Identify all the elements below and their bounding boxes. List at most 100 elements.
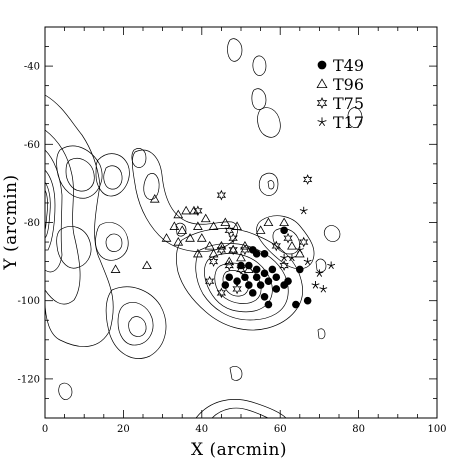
t75-point: [216, 244, 227, 256]
t49-point: [272, 285, 281, 293]
t96-point: [149, 194, 160, 203]
t49-point: [241, 273, 249, 282]
legend-label-t49: T49: [333, 56, 364, 75]
y-tick-label: -40: [24, 62, 40, 73]
t17-point: [303, 257, 312, 266]
t49-point: [296, 265, 304, 274]
t75-point: [228, 244, 238, 256]
t49-point: [280, 281, 288, 289]
t96-point: [204, 240, 215, 250]
t96-point: [200, 213, 211, 223]
t49-point: [225, 273, 234, 282]
t75-point: [216, 189, 227, 201]
y-tick-label: -100: [18, 296, 40, 307]
t49-point: [252, 249, 261, 258]
t17-point: [315, 269, 324, 277]
legend-marker-t49: [317, 60, 327, 70]
t96-point: [216, 240, 227, 250]
t49-point: [268, 265, 277, 274]
t49-point: [256, 281, 265, 289]
t17-point: [288, 253, 296, 262]
t75-point: [299, 236, 309, 248]
t49-point: [233, 277, 241, 285]
x-axis-label: X (arcmin): [191, 440, 287, 460]
t17-point: [327, 261, 336, 270]
t75-point: [224, 224, 234, 236]
t49-point: [264, 300, 273, 309]
t17-point: [311, 281, 320, 289]
t75-point: [228, 232, 238, 244]
t96-point: [189, 205, 199, 215]
axis-ticks: [44, 26, 438, 419]
t75-point: [208, 256, 219, 267]
legend-marker-t96: [316, 78, 328, 89]
t75-point: [224, 260, 234, 271]
t96-point: [169, 221, 180, 230]
x-tick-label: 100: [427, 424, 446, 435]
plot-frame: [44, 26, 438, 419]
t96-point: [192, 221, 203, 230]
t49-point: [292, 300, 300, 309]
t75-point: [271, 240, 281, 252]
t75-point: [232, 283, 242, 295]
t49-point: [264, 277, 273, 285]
legend-label-t75: T75: [333, 94, 364, 113]
x-tick-label: 60: [274, 424, 287, 435]
y-tick-label: -80: [24, 218, 40, 229]
t96-point: [173, 237, 184, 246]
t96-point: [263, 217, 274, 227]
t96-point: [294, 248, 305, 258]
t17-point: [280, 253, 289, 262]
t49-point: [260, 292, 269, 301]
tick-labels: 0 20 40 60 80 100 -40 -60 -80 -100 -120: [18, 62, 447, 435]
t75-point: [236, 264, 246, 275]
x-tick-label: 0: [42, 424, 48, 435]
legend-marker-t75: [316, 96, 328, 110]
y-tick-label: -60: [24, 140, 40, 151]
t96-point: [279, 217, 290, 227]
t75-point: [204, 275, 215, 287]
t49-point: [272, 273, 281, 282]
data-markers: [110, 174, 336, 309]
t96-point: [177, 225, 188, 234]
t96-point: [110, 264, 121, 273]
t75-point: [193, 205, 203, 217]
t75-point: [279, 260, 289, 271]
y-axis-label: Y (arcmin): [1, 174, 21, 270]
t96-point: [181, 205, 192, 215]
t96-point: [208, 221, 219, 230]
t96-point: [232, 221, 242, 230]
t49-point: [252, 273, 261, 282]
t96-point: [196, 233, 207, 242]
t49-point: [280, 226, 288, 235]
t49-point: [221, 281, 230, 289]
t96-point: [185, 233, 195, 242]
t96-point: [243, 264, 254, 273]
t49-point: [245, 281, 253, 289]
legend-label-t96: T96: [333, 75, 364, 94]
t96-point: [173, 209, 184, 219]
t96-point: [142, 260, 152, 270]
t17-point: [299, 206, 308, 215]
t49-point: [260, 249, 269, 258]
y-tick-label: -120: [18, 374, 40, 385]
x-tick-label: 40: [195, 424, 208, 435]
x-tick-label: 20: [117, 424, 130, 435]
t96-point: [240, 240, 250, 250]
t96-point: [224, 256, 235, 266]
t96-point: [220, 217, 231, 227]
t96-point: [287, 240, 297, 250]
t96-point: [255, 225, 266, 234]
t49-point: [303, 296, 312, 305]
t96-point: [161, 233, 172, 242]
legend-label-t17: T17: [333, 113, 364, 132]
plot-border: [44, 26, 438, 419]
t96-point: [192, 248, 203, 258]
t17-point: [295, 245, 304, 254]
x-tick-label: 80: [352, 424, 365, 435]
t75-point: [283, 232, 293, 244]
t75-point: [216, 287, 227, 299]
